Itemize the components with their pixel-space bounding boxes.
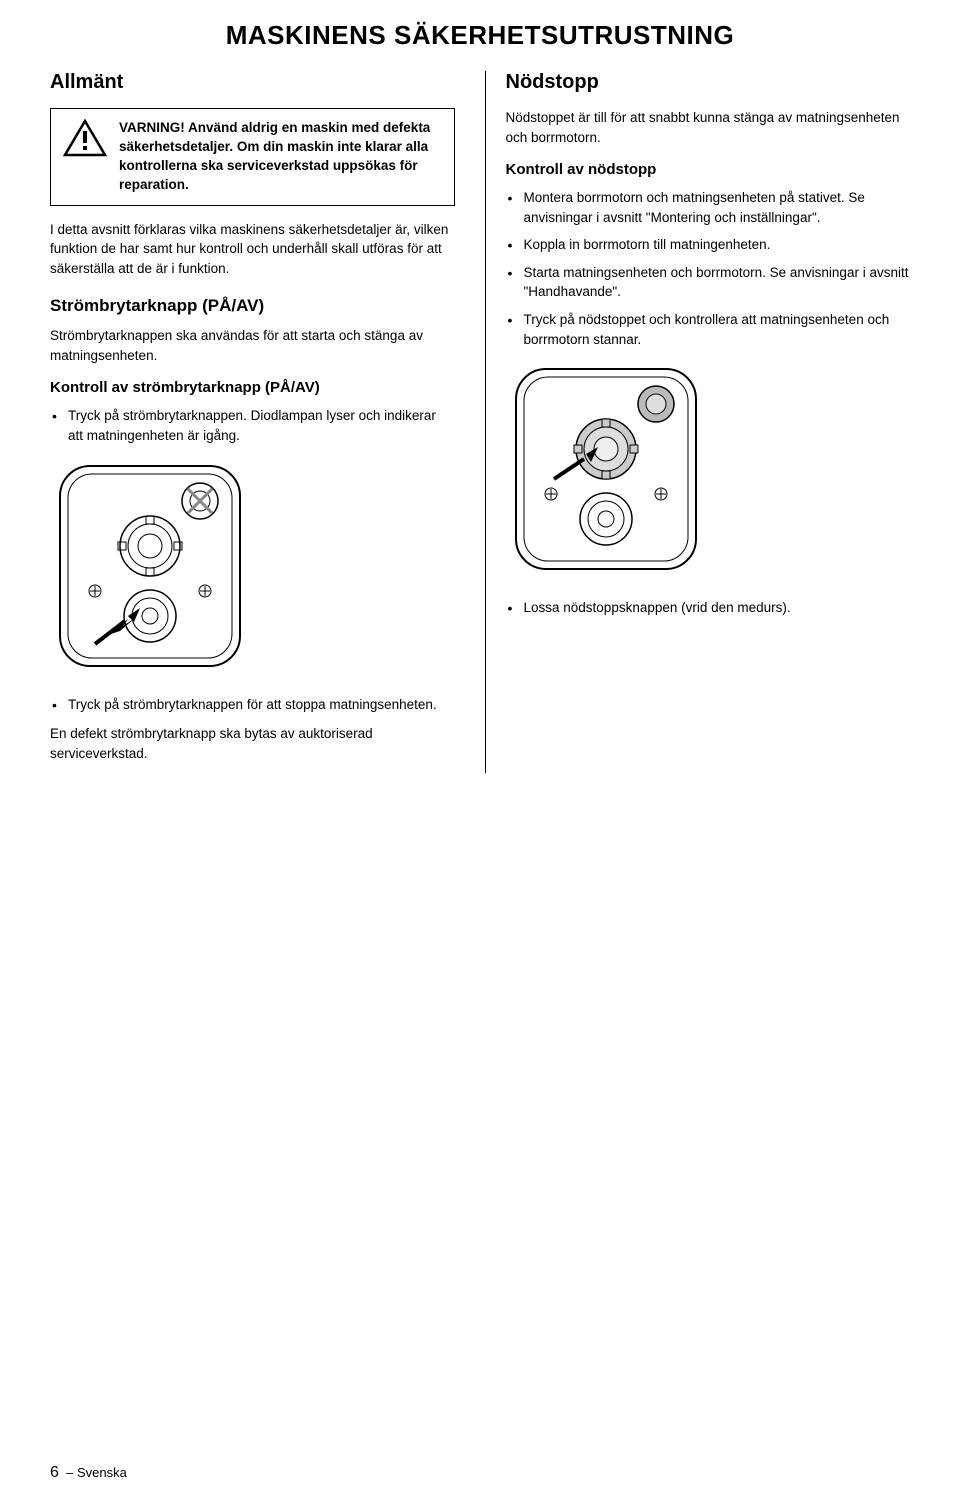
warning-box: VARNING! Använd aldrig en maskin med def… [50,108,455,206]
bullet-item: Lossa nödstoppsknappen (vrid den medurs)… [506,598,911,618]
page-footer: 6 – Svenska [50,1464,127,1482]
emergency-stop-bullets-2: Lossa nödstoppsknappen (vrid den medurs)… [506,598,911,618]
power-button-heading: Strömbrytarknapp (PÅ/AV) [50,296,455,316]
bullet-item: Koppla in borrmotorn till matningenheten… [506,235,911,255]
power-button-bullets-2: Tryck på strömbrytarknappen för att stop… [50,695,455,715]
left-heading-general: Allmänt [50,71,455,94]
left-column: Allmänt VARNING! Använd aldrig en maskin… [50,71,465,773]
emergency-stop-check-heading: Kontroll av nödstopp [506,161,911,178]
intro-para: I detta avsnitt förklaras vilka maskinen… [50,220,455,279]
emergency-stop-para: Nödstoppet är till för att snabbt kunna … [506,108,911,147]
right-column: Nödstopp Nödstoppet är till för att snab… [485,71,911,773]
bullet-item: Starta matningsenheten och borrmotorn. S… [506,263,911,302]
page-number: 6 [50,1464,59,1481]
warning-triangle-icon [63,119,107,159]
bullet-item: Tryck på strömbrytarknappen. Diodlampan … [50,406,455,445]
control-panel-illustration-left [50,456,455,681]
power-button-check-heading: Kontroll av strömbrytarknapp (PÅ/AV) [50,379,455,396]
control-panel-illustration-right [506,359,911,584]
power-button-bullets: Tryck på strömbrytarknappen. Diodlampan … [50,406,455,445]
bullet-item: Tryck på strömbrytarknappen för att stop… [50,695,455,715]
emergency-stop-bullets: Montera borrmotorn och matningsenheten p… [506,188,911,349]
page-title: MASKINENS SÄKERHETSUTRUSTNING [50,20,910,51]
two-column-layout: Allmänt VARNING! Använd aldrig en maskin… [50,71,910,773]
power-button-para: Strömbrytarknappen ska användas för att … [50,326,455,365]
bullet-item: Tryck på nödstoppet och kontrollera att … [506,310,911,349]
warning-text: VARNING! Använd aldrig en maskin med def… [119,119,442,195]
emergency-stop-heading: Nödstopp [506,71,911,94]
footer-language: Svenska [77,1465,127,1480]
defect-para: En defekt strömbrytarknapp ska bytas av … [50,724,455,763]
bullet-item: Montera borrmotorn och matningsenheten p… [506,188,911,227]
